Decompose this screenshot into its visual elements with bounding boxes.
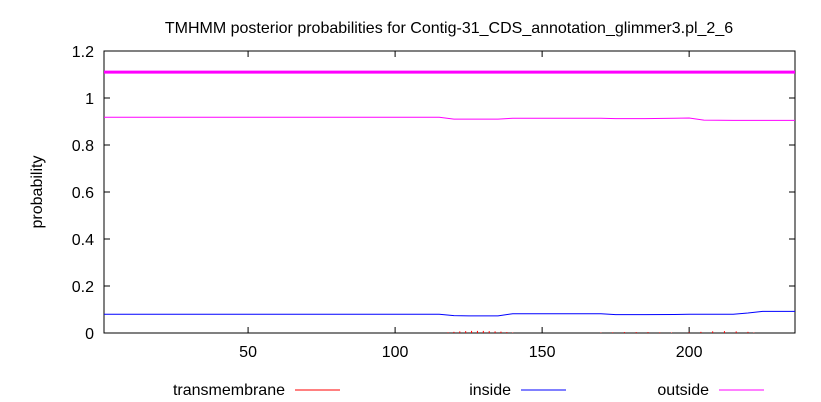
legend: transmembrane inside outside <box>173 382 764 399</box>
x-tick-label: 100 <box>382 344 409 361</box>
plot-frame <box>103 50 796 334</box>
series-inside-line <box>104 310 795 317</box>
axis-ticks: 0 0.2 0.4 0.6 0.8 1 1.2 50 100 150 200 <box>72 44 795 361</box>
x-tick-label: 200 <box>676 344 703 361</box>
y-tick-label: 1.2 <box>72 44 94 61</box>
y-tick-label: 0.6 <box>72 185 94 202</box>
y-tick-label: 0.8 <box>72 138 94 155</box>
legend-label-transmembrane: transmembrane <box>173 382 285 399</box>
y-tick-label: 0.2 <box>72 279 94 296</box>
x-tick-label: 50 <box>239 344 257 361</box>
y-axis-label: probability <box>29 156 46 229</box>
x-tick-label: 150 <box>529 344 556 361</box>
legend-label-outside: outside <box>657 382 709 399</box>
legend-label-inside: inside <box>469 382 511 399</box>
chart-title: TMHMM posterior probabilities for Contig… <box>165 20 733 37</box>
y-tick-label: 1 <box>85 91 94 108</box>
series-outside-line <box>104 116 795 121</box>
y-tick-label: 0.4 <box>72 232 94 249</box>
series-layer <box>104 70 795 333</box>
y-tick-label: 0 <box>85 326 94 343</box>
